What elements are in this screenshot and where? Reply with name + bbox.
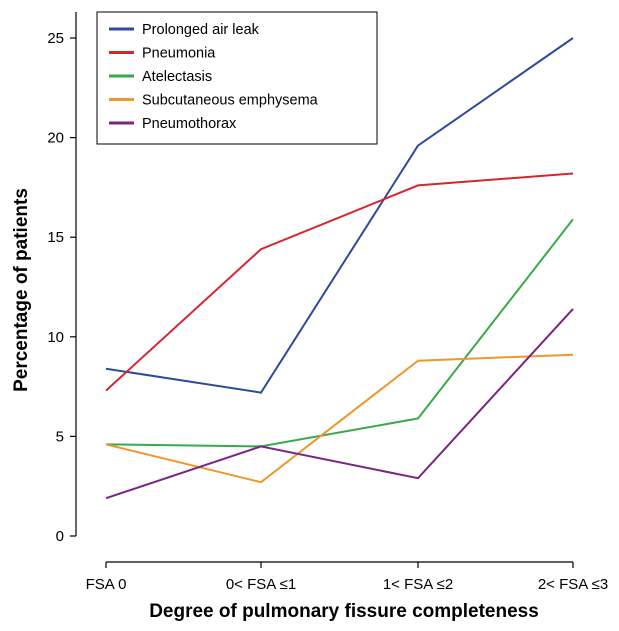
y-tick-label: 25 xyxy=(47,30,64,47)
legend-label-subcutaneous-emphysema: Subcutaneous emphysema xyxy=(142,93,319,109)
x-tick-label: 0< FSA ≤1 xyxy=(226,576,296,593)
legend-box xyxy=(96,11,378,145)
y-tick-label: 20 xyxy=(47,130,64,147)
x-tick-label: 1< FSA ≤2 xyxy=(383,576,453,593)
x-tick-label: 2< FSA ≤3 xyxy=(538,576,608,593)
y-tick-label: 10 xyxy=(47,329,64,346)
y-tick-label: 15 xyxy=(47,229,64,246)
legend-label-pneumothorax: Pneumothorax xyxy=(142,116,237,132)
y-tick-label: 5 xyxy=(56,428,64,445)
axes-layer: 0 5 10 15 20 25 FSA 0 0< FSA ≤1 1< FSA ≤2 2< FSA … xyxy=(47,12,608,593)
y-axis-title: Percentage of patients xyxy=(11,188,32,392)
series-line-subcutaneous-emphysema xyxy=(105,353,574,484)
legend-label-pneumonia: Pneumonia xyxy=(142,46,216,62)
series-line-pneumothorax xyxy=(105,308,574,500)
series-line-prolonged-air-leak xyxy=(105,37,574,394)
x-axis-title: Degree of pulmonary fissure completeness xyxy=(149,601,539,622)
series-line-pneumonia xyxy=(105,172,574,392)
series-layer xyxy=(105,37,574,500)
series-line-atelectasis xyxy=(105,218,574,448)
x-tick-label: FSA 0 xyxy=(86,576,127,593)
y-tick-label: 0 xyxy=(56,528,64,545)
legend: Prolonged air leak Pneumonia Atelectasis Su… xyxy=(96,11,378,145)
legend-label-atelectasis: Atelectasis xyxy=(142,69,212,85)
legend-label-prolonged-air-leak: Prolonged air leak xyxy=(142,22,260,38)
